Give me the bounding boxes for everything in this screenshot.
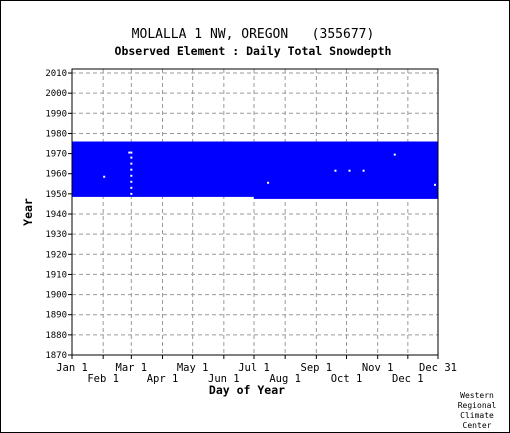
missing-data-point [362,169,365,172]
missing-data-point [130,192,133,195]
x-tick-label: Aug 1 [269,373,301,385]
chart-subtitle: Observed Element : Daily Total Snowdepth [115,44,392,58]
x-tick-label: Apr 1 [147,373,179,385]
missing-data-point [130,174,133,177]
x-tick-label: Nov 1 [362,362,394,374]
missing-data-layer [103,151,436,195]
missing-data-point [130,186,133,189]
x-tick-label: Sep 1 [301,362,333,374]
y-tick-label: 1960 [45,170,67,180]
missing-data-point [267,181,270,184]
y-tick-label: 1870 [45,351,67,361]
data-block [72,141,254,197]
y-tick-label: 2010 [45,69,67,79]
y-tick-label: 1980 [45,129,67,139]
missing-data-point [334,169,337,172]
y-tick-label: 1910 [45,270,67,280]
plot-border [71,68,439,356]
x-tick-label: Jul 1 [238,362,270,374]
missing-data-point [103,175,106,178]
y-tick-label: 1970 [45,150,67,160]
x-tick-label: Oct 1 [331,373,363,385]
data-block [253,141,438,199]
data-layer [72,141,438,199]
credit-line: Western [460,391,494,400]
y-tick-label: 2000 [45,89,67,99]
credit-line: Center [463,421,492,430]
y-tick-label: 1900 [45,291,67,301]
missing-data-point [130,151,133,154]
missing-data-point [348,169,351,172]
missing-data-point [130,180,133,183]
x-tick-label: Feb 1 [87,373,119,385]
y-axis-label: Year [21,198,35,226]
y-tick-label: 1920 [45,250,67,260]
missing-data-point [130,156,133,159]
y-tick-label: 1880 [45,331,67,341]
y-tick-label: 1990 [45,109,67,119]
x-tick-label: May 1 [177,362,209,374]
y-tick-label: 1940 [45,210,67,220]
x-tick-label: Jun 1 [208,373,240,385]
chart-title: MOLALLA 1 NW, OREGON (355677) [132,27,375,42]
x-tick-label: Dec 31 [419,362,457,374]
missing-data-point [393,153,396,156]
missing-data-point [130,168,133,171]
y-tick-label: 1930 [45,230,67,240]
x-tick-label: Mar 1 [116,362,148,374]
credit-line: Climate [460,411,494,420]
missing-data-point [128,151,131,154]
x-tick-label: Dec 1 [392,373,424,385]
plot-area [72,69,438,355]
credit-line: Regional [458,401,497,410]
x-tick-label: Jan 1 [56,362,88,374]
missing-data-point [433,183,436,186]
missing-data-point [130,162,133,165]
ticks: 1870 1880 1890 1900 1910 1920 1930 1940 1950 1960… [45,69,457,385]
y-tick-label: 1890 [45,311,67,321]
y-tick-label: 1950 [45,190,67,200]
x-axis-label: Day of Year [209,383,285,397]
